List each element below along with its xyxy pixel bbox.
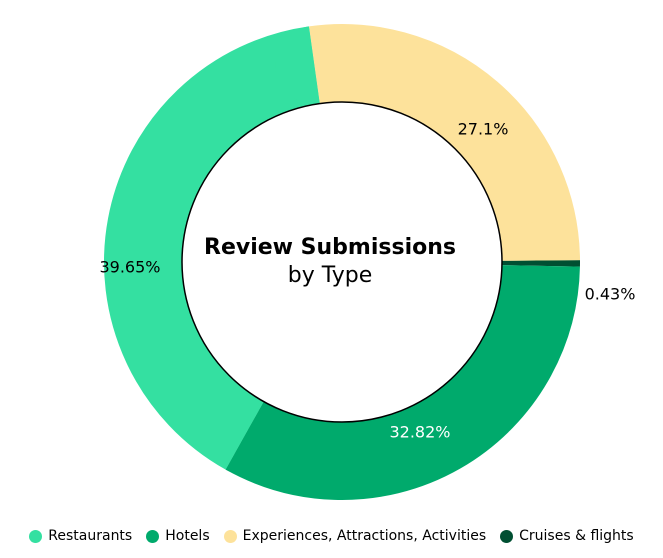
chart-subtitle: by Type [288, 263, 373, 288]
legend-item: Cruises & flights [500, 528, 634, 544]
legend-label: Hotels [165, 528, 209, 544]
legend-item: Hotels [146, 528, 209, 544]
data-label: 0.43% [585, 285, 636, 304]
legend-item: Experiences, Attractions, Activities [224, 528, 487, 544]
legend-swatch [224, 530, 237, 543]
legend-label: Cruises & flights [519, 528, 634, 544]
data-label: 39.65% [99, 258, 160, 277]
data-label: 27.1% [458, 120, 509, 139]
chart: Review Submissions by Type 39.65% 32.82% 2… [0, 0, 663, 510]
legend-swatch [29, 530, 42, 543]
donut-hole [182, 102, 502, 422]
legend: Restaurants Hotels Experiences, Attraction… [0, 514, 663, 558]
legend-label: Experiences, Attractions, Activities [243, 528, 487, 544]
legend-swatch [500, 530, 513, 543]
data-label: 32.82% [389, 423, 450, 442]
legend-item: Restaurants [29, 528, 132, 544]
chart-title: Review Submissions [204, 235, 456, 260]
legend-label: Restaurants [48, 528, 132, 544]
legend-swatch [146, 530, 159, 543]
